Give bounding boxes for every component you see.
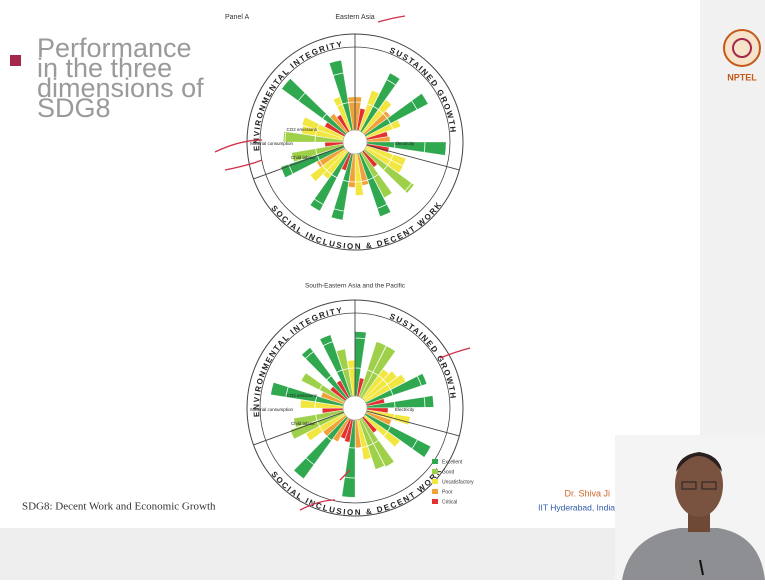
title-line: SDG8 xyxy=(37,93,111,123)
presenter-video xyxy=(615,435,765,580)
title-line: in the three xyxy=(37,53,172,83)
pen-stroke xyxy=(214,139,263,153)
legend-label: Good xyxy=(442,469,454,475)
legend-label: Poor xyxy=(442,489,453,495)
institute: IIT Hyderabad, India xyxy=(538,502,615,512)
indicator-label: CO2 emissions xyxy=(286,393,317,398)
chart-title: Eastern Asia xyxy=(335,14,374,21)
mic xyxy=(699,559,704,576)
annotations xyxy=(214,15,471,511)
logo-text: NPTEL xyxy=(727,72,757,82)
head xyxy=(675,453,723,517)
logo-ring xyxy=(732,38,752,58)
pen-stroke xyxy=(339,469,351,481)
indicator-label: Material consumption xyxy=(250,407,293,412)
legend-swatch xyxy=(432,489,438,494)
dimension-divider xyxy=(253,411,344,446)
legend-label: Excellent xyxy=(442,459,463,465)
chart-title: South-Eastern Asia and the Pacific xyxy=(305,283,406,290)
legend: Excellent Good Unsatisfactory Poor Criti… xyxy=(432,459,474,505)
pen-stroke xyxy=(377,15,406,23)
pen-stroke xyxy=(224,159,263,171)
indicator-label: Electricity xyxy=(395,141,415,146)
legend-label: Critical xyxy=(442,499,457,505)
pen-stroke xyxy=(439,347,471,359)
nptel-logo: NPTEL xyxy=(723,29,761,82)
legend-swatch xyxy=(432,499,438,504)
shirt xyxy=(622,528,765,580)
indicator-label: Electricity xyxy=(395,407,415,412)
dimension-divider xyxy=(366,410,460,437)
hair xyxy=(676,452,722,472)
legend-label: Unsatisfactory xyxy=(442,479,474,485)
wheel-hub xyxy=(342,129,368,155)
wheel-hub xyxy=(342,395,368,421)
indicator-label: Child labour xyxy=(291,421,316,426)
presenter: Dr. Shiva Ji xyxy=(564,488,610,498)
title-line: Performance xyxy=(37,33,192,63)
slide-title: Performance in the three dimensions of S… xyxy=(37,33,204,123)
legend-swatch xyxy=(432,469,438,474)
logo-emblem xyxy=(723,29,761,67)
legend-swatch xyxy=(432,479,438,484)
footer-title: SDG8: Decent Work and Economic Growth xyxy=(22,501,216,513)
panel-label: Panel A xyxy=(225,14,249,21)
bullet xyxy=(10,55,21,66)
pen-stroke xyxy=(299,499,336,511)
legend-swatch xyxy=(432,459,438,464)
indicator-label: CO2 emissions xyxy=(286,127,317,132)
glasses xyxy=(701,481,717,490)
neck xyxy=(688,512,710,532)
glasses xyxy=(681,481,697,490)
dimension-divider xyxy=(366,144,460,171)
indicator-label: Child labour xyxy=(291,155,316,160)
dimension-divider xyxy=(253,145,344,180)
indicator-label: Material consumption xyxy=(250,141,293,146)
title-line: dimensions of xyxy=(37,73,204,103)
